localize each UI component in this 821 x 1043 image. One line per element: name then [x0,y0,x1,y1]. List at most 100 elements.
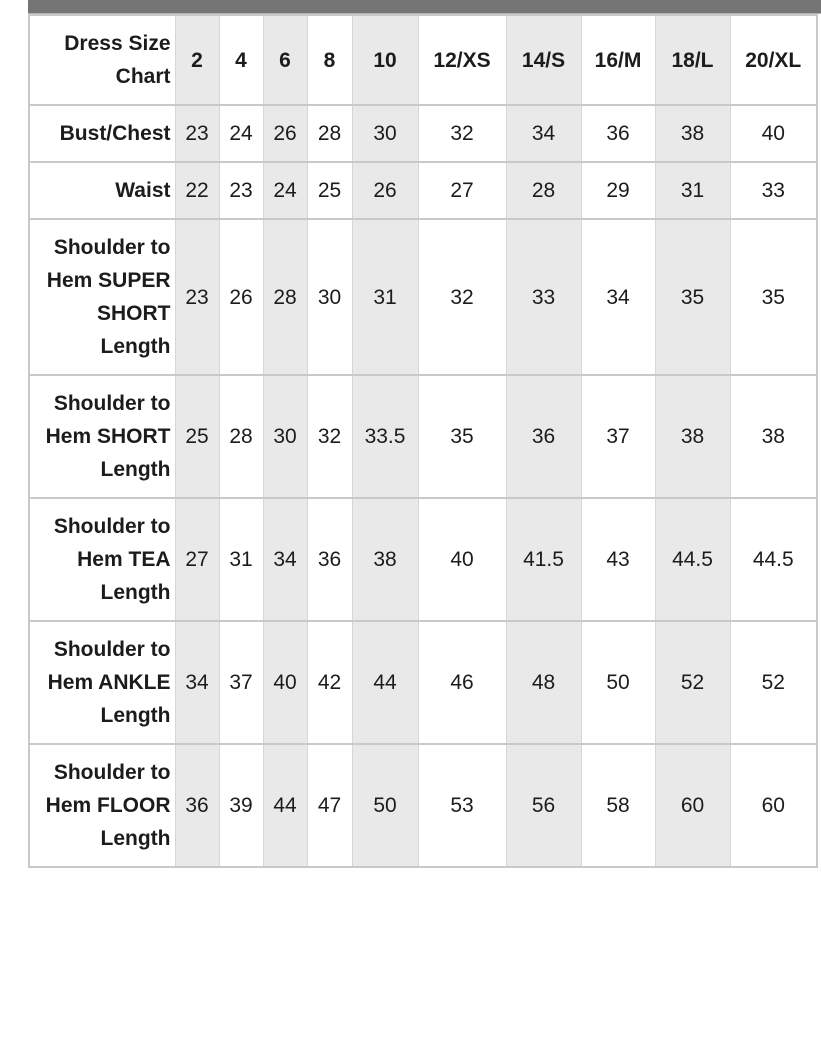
size-header-cell: 16/M [580,15,656,105]
value-cell: 34 [174,621,220,744]
value-cell: 44.5 [654,498,731,621]
value-cell: 36 [505,375,582,498]
value-cell: 35 [654,219,731,375]
value-cell: 35 [417,375,507,498]
value-cell: 38 [654,375,731,498]
value-cell: 31 [218,498,264,621]
table-row: Shoulder to Hem TEA Length 27 31 34 36 38 40 41… [28,498,818,621]
row-label-cell: Shoulder to Hem SHORT Length [28,375,176,498]
value-cell: 46 [417,621,507,744]
value-cell: 58 [580,744,656,867]
value-cell: 27 [174,498,220,621]
table-row: Shoulder to Hem SHORT Length 25 28 30 32 33.5… [28,375,818,498]
value-cell: 34 [262,498,308,621]
value-cell: 60 [729,744,818,867]
table-row: Shoulder to Hem SUPER SHORT Length 23 26 28… [28,219,818,375]
value-cell: 38 [729,375,818,498]
value-cell: 44 [262,744,308,867]
value-cell: 56 [505,744,582,867]
value-cell: 33.5 [351,375,419,498]
value-cell: 36 [580,105,656,162]
value-cell: 36 [174,744,220,867]
value-cell: 44.5 [729,498,818,621]
row-label-cell: Bust/Chest [28,105,176,162]
value-cell: 38 [654,105,731,162]
size-chart-body: Dress Size Chart 2 4 6 8 10 12/XS 14/S 16/M 18/L 2… [28,15,818,867]
value-cell: 24 [218,105,264,162]
value-cell: 60 [654,744,731,867]
value-cell: 23 [218,162,264,219]
row-label-cell: Shoulder to Hem FLOOR Length [28,744,176,867]
value-cell: 40 [262,621,308,744]
value-cell: 31 [351,219,419,375]
value-cell: 30 [351,105,419,162]
value-cell: 23 [174,219,220,375]
row-label-cell: Shoulder to Hem SUPER SHORT Length [28,219,176,375]
value-cell: 28 [262,219,308,375]
value-cell: 31 [654,162,731,219]
size-chart-table: Dress Size Chart 2 4 6 8 10 12/XS 14/S 16/M 18/L 2… [28,14,818,868]
value-cell: 25 [174,375,220,498]
size-header-cell: 12/XS [417,15,507,105]
value-cell: 44 [351,621,419,744]
value-cell: 36 [306,498,353,621]
value-cell: 25 [306,162,353,219]
value-cell: 32 [417,105,507,162]
size-header-cell: 14/S [505,15,582,105]
value-cell: 33 [505,219,582,375]
value-cell: 26 [351,162,419,219]
value-cell: 23 [174,105,220,162]
value-cell: 29 [580,162,656,219]
table-header-row: Dress Size Chart 2 4 6 8 10 12/XS 14/S 16/M 18/L 2… [28,15,818,105]
table-row: Bust/Chest 23 24 26 28 30 32 34 36 38 40 [28,105,818,162]
value-cell: 34 [580,219,656,375]
value-cell: 37 [580,375,656,498]
table-row: Shoulder to Hem FLOOR Length 36 39 44 47 50 53… [28,744,818,867]
value-cell: 53 [417,744,507,867]
value-cell: 32 [306,375,353,498]
row-label-cell: Shoulder to Hem TEA Length [28,498,176,621]
value-cell: 40 [417,498,507,621]
value-cell: 32 [417,219,507,375]
value-cell: 27 [417,162,507,219]
value-cell: 40 [729,105,818,162]
header-label-cell: Dress Size Chart [28,15,176,105]
size-header-cell: 8 [306,15,353,105]
value-cell: 37 [218,621,264,744]
value-cell: 28 [306,105,353,162]
value-cell: 39 [218,744,264,867]
table-row: Waist 22 23 24 25 26 27 28 29 31 33 [28,162,818,219]
top-bar [28,0,821,14]
value-cell: 28 [218,375,264,498]
value-cell: 50 [351,744,419,867]
value-cell: 48 [505,621,582,744]
size-header-cell: 10 [351,15,419,105]
value-cell: 34 [505,105,582,162]
value-cell: 50 [580,621,656,744]
size-header-cell: 18/L [654,15,731,105]
size-header-cell: 4 [218,15,264,105]
value-cell: 52 [654,621,731,744]
value-cell: 28 [505,162,582,219]
value-cell: 38 [351,498,419,621]
value-cell: 30 [262,375,308,498]
table-row: Shoulder to Hem ANKLE Length 34 37 40 42 44 46… [28,621,818,744]
row-label-cell: Shoulder to Hem ANKLE Length [28,621,176,744]
value-cell: 30 [306,219,353,375]
size-header-cell: 2 [174,15,220,105]
size-header-cell: 20/XL [729,15,818,105]
value-cell: 26 [262,105,308,162]
value-cell: 22 [174,162,220,219]
value-cell: 41.5 [505,498,582,621]
value-cell: 42 [306,621,353,744]
value-cell: 26 [218,219,264,375]
value-cell: 33 [729,162,818,219]
value-cell: 52 [729,621,818,744]
value-cell: 35 [729,219,818,375]
value-cell: 24 [262,162,308,219]
value-cell: 43 [580,498,656,621]
row-label-cell: Waist [28,162,176,219]
value-cell: 47 [306,744,353,867]
size-header-cell: 6 [262,15,308,105]
